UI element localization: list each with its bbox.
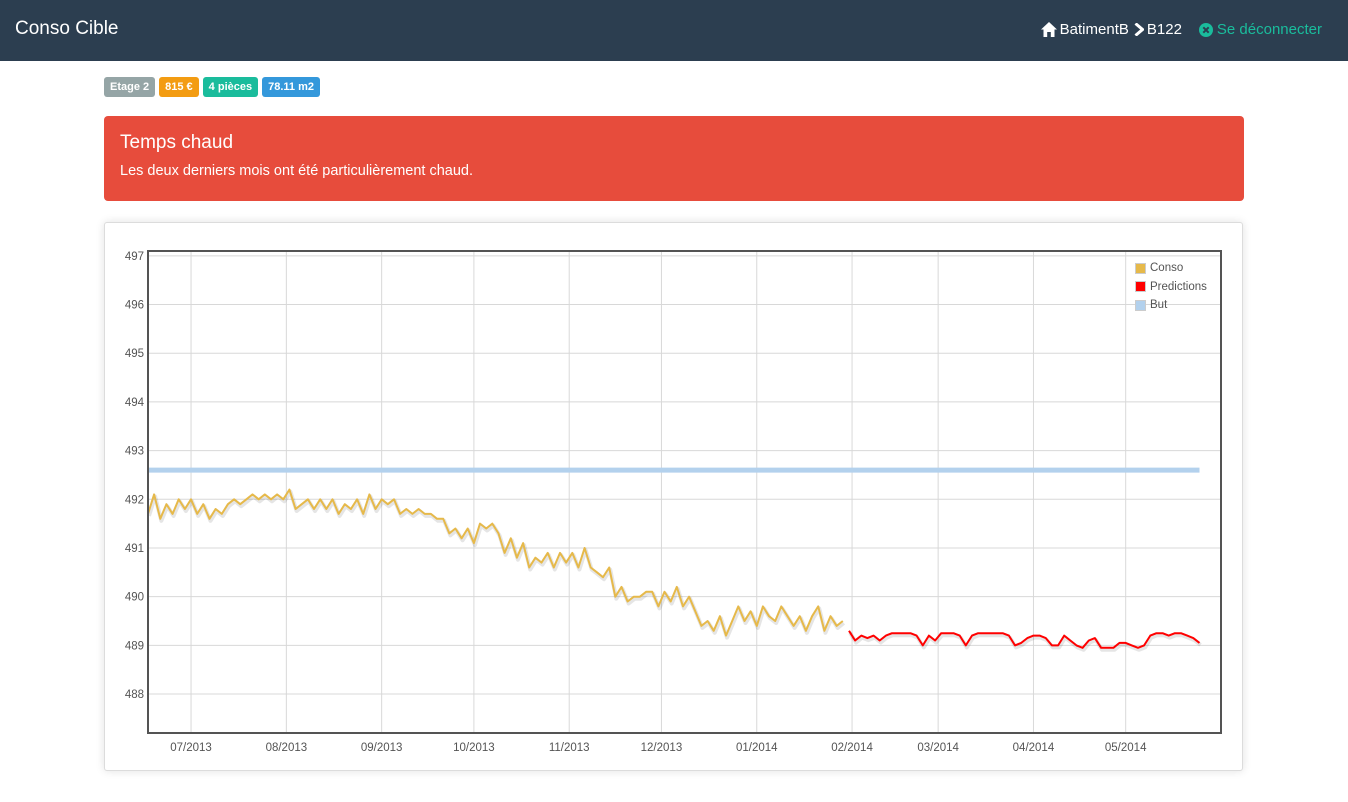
x-tick-label: 04/2014: [1013, 742, 1055, 754]
y-tick-label: 495: [125, 348, 144, 360]
brand[interactable]: Conso Cible: [15, 18, 119, 39]
y-tick-label: 494: [125, 397, 145, 409]
x-tick-label: 08/2013: [266, 742, 308, 754]
y-tick-label: 496: [125, 300, 144, 312]
alert: Temps chaud Les deux derniers mois ont é…: [104, 116, 1244, 201]
building-label: BatimentB: [1059, 21, 1129, 38]
y-tick-label: 493: [125, 446, 144, 458]
series-shadow: [147, 489, 846, 640]
x-tick-label: 05/2014: [1105, 742, 1147, 754]
legend-item: Predictions: [1135, 278, 1207, 297]
legend-swatch: [1135, 281, 1146, 293]
x-tick-label: 03/2014: [917, 742, 959, 754]
legend-swatch: [1135, 262, 1146, 274]
x-tick-label: 02/2014: [831, 742, 873, 754]
legend-label: Predictions: [1150, 280, 1207, 293]
chevron-right-icon: [1134, 23, 1144, 36]
y-tick-label: 489: [125, 640, 144, 652]
x-tick-label: 11/2013: [549, 742, 590, 754]
x-tick-label: 07/2013: [170, 742, 212, 754]
unit-label[interactable]: B122: [1146, 21, 1182, 38]
alert-text: Les deux derniers mois ont été particuli…: [120, 163, 474, 179]
alert-title: Temps chaud: [120, 132, 234, 153]
legend-swatch: [1135, 299, 1146, 311]
logout-icon: [1198, 22, 1213, 37]
legend-item: Conso: [1135, 259, 1207, 278]
badge-list: Etage 2 815 € 4 pièces 78.11 m2: [104, 77, 324, 97]
series-line-conso: [147, 488, 844, 637]
x-tick-label: 10/2013: [453, 742, 495, 754]
nav-right: BatimentB B122 Se déconnecter: [1040, 21, 1322, 38]
price-badge: 815 €: [159, 77, 199, 97]
navbar: Conso Cible BatimentB B122 Se déconnecte…: [0, 0, 1348, 61]
legend-label: But: [1150, 299, 1168, 312]
legend-label: Conso: [1150, 262, 1184, 275]
y-tick-label: 491: [125, 543, 144, 555]
y-tick-label: 497: [125, 251, 144, 263]
series-shadow: [848, 631, 1202, 652]
plot-border: [147, 250, 1222, 734]
x-tick-label: 01/2014: [736, 742, 778, 754]
building-link[interactable]: BatimentB: [1040, 21, 1129, 38]
chart-panel: 488 489 490 491 492 493 494 495 496 497 07/2013 08/…: [104, 222, 1243, 771]
chart-legend: Conso Predictions But: [1135, 259, 1207, 315]
logout-label: Se déconnecter: [1216, 21, 1322, 38]
y-tick-label: 492: [125, 494, 144, 506]
floor-badge: Etage 2: [104, 77, 156, 97]
legend-item: But: [1135, 296, 1207, 315]
x-tick-label: 12/2013: [641, 742, 683, 754]
logout-link[interactable]: Se déconnecter: [1198, 21, 1322, 38]
y-tick-label: 490: [125, 592, 144, 604]
x-tick-label: 09/2013: [361, 742, 403, 754]
series-line-predictions: [848, 630, 1201, 649]
y-tick-label: 488: [125, 689, 144, 701]
home-icon: [1040, 22, 1057, 37]
consumption-chart: 488 489 490 491 492 493 494 495 496 497 07/2013 08/…: [125, 250, 1222, 754]
rooms-badge: 4 pièces: [202, 77, 259, 97]
area-badge: 78.11 m2: [262, 77, 320, 97]
